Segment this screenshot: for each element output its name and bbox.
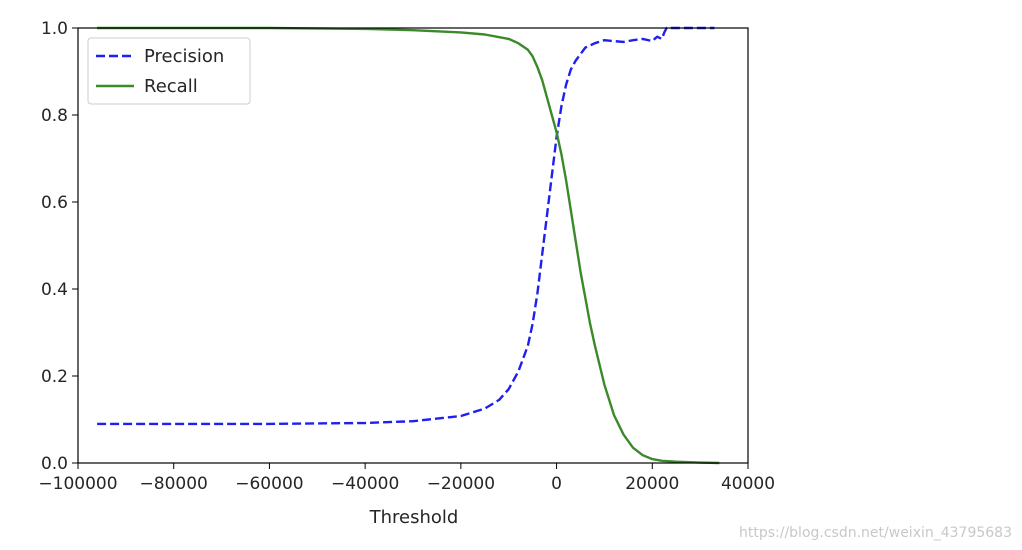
legend-box: [87, 37, 251, 105]
y-tick-label: 0.8: [41, 106, 68, 126]
legend: Precision Recall: [87, 37, 251, 105]
plot-frame: [77, 27, 749, 464]
x-tick-label: 0: [551, 474, 562, 494]
series-line-recall: [97, 26, 720, 465]
y-tick-label: 0.6: [41, 193, 68, 213]
x-tick-label: −100000: [38, 474, 117, 494]
series-line-precision: [97, 26, 715, 426]
watermark-text: https://blog.csdn.net/weixin_43795683: [739, 525, 1012, 541]
x-tick-label: 20000: [625, 474, 679, 494]
x-axis-label: Threshold: [369, 507, 459, 528]
axis-ticks: −100000 −80000 −60000 −40000 −20000 0 20000 400…: [38, 19, 775, 494]
y-tick-label: 1.0: [41, 19, 68, 39]
x-tick-label: −80000: [140, 474, 208, 494]
y-tick-label: 0.2: [41, 367, 68, 387]
y-tick-label: 0.0: [41, 454, 68, 474]
y-tick-label: 0.4: [41, 280, 68, 300]
legend-label-precision: Precision: [144, 46, 224, 67]
legend-label-recall: Recall: [144, 76, 198, 97]
x-tick-label: −60000: [235, 474, 303, 494]
series-lines: [97, 26, 720, 465]
x-tick-label: −40000: [331, 474, 399, 494]
x-tick-label: −20000: [427, 474, 495, 494]
x-tick-label: 40000: [721, 474, 775, 494]
